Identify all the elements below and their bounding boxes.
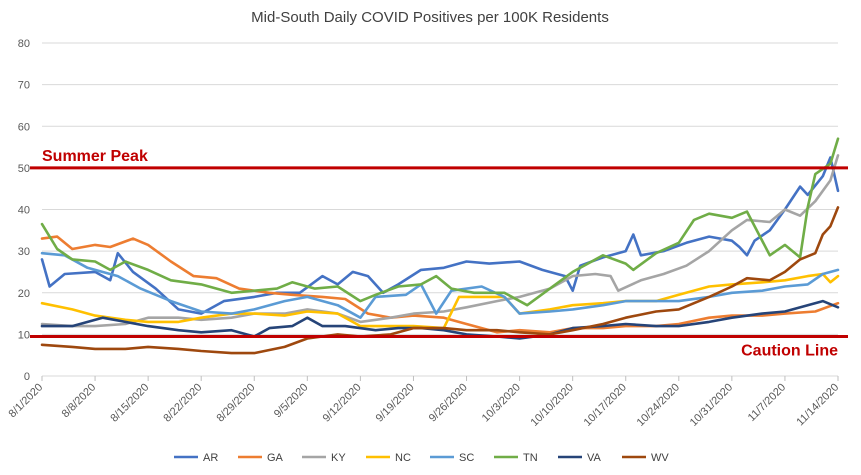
legend-label: TN [523,452,538,464]
x-tick-label: 8/8/2020 [60,381,99,420]
series-line-wv [40,206,840,355]
x-tick-label: 9/5/2020 [272,381,311,420]
y-axis-ticks: 0 10 20 30 40 50 60 70 80 [18,38,30,383]
x-tick-label: 8/22/2020 [161,381,204,424]
y-tick-label: 80 [18,38,30,50]
reference-line-label: Caution Line [741,342,838,359]
legend-label: KY [331,452,346,464]
y-tick-label: 0 [24,371,30,383]
series-line-ky [40,154,840,328]
x-tick-label: 10/3/2020 [480,381,523,424]
x-tick-label: 8/1/2020 [7,381,46,420]
legend-label: AR [203,452,218,464]
x-tick-label: 11/14/2020 [794,381,841,428]
legend-label: GA [267,452,284,464]
y-tick-label: 30 [18,246,30,258]
gridlines [42,42,838,377]
y-tick-label: 50 [18,163,30,175]
x-tick-label: 11/7/2020 [746,381,789,424]
legend-label: NC [395,452,411,464]
x-tick-label: 8/15/2020 [108,381,151,424]
y-tick-label: 10 [18,329,30,341]
y-tick-label: 20 [18,288,30,300]
series-line-ar [40,156,840,315]
x-tick-label: 10/17/2020 [582,381,629,428]
x-tick-label: 9/12/2020 [321,381,364,424]
chart-title: Mid-South Daily COVID Positives per 100K… [251,9,609,26]
legend: AR GA KY NC SC TN VA WV [174,452,669,464]
y-tick-label: 70 [18,80,30,92]
legend-label: WV [651,452,669,464]
x-tick-label: 10/31/2020 [688,381,735,428]
x-tick-label: 10/24/2020 [635,381,682,428]
legend-label: VA [587,452,602,464]
y-tick-label: 40 [18,205,30,217]
y-tick-label: 60 [18,121,30,133]
legend-label: SC [459,452,474,464]
series-line-tn [40,137,840,307]
x-axis-ticks: 8/1/2020 8/8/2020 8/15/2020 8/22/2020 8/29/2… [7,376,841,429]
x-tick-label: 9/19/2020 [374,381,417,424]
series-line-sc [40,251,840,320]
series-lines [40,137,840,355]
series-line-nc [40,272,840,330]
x-tick-label: 9/26/2020 [427,381,470,424]
x-tick-label: 8/29/2020 [214,381,257,424]
reference-lines: Summer Peak Caution Line [30,148,848,359]
reference-line-label: Summer Peak [42,148,148,165]
x-tick-label: 10/10/2020 [529,381,576,428]
